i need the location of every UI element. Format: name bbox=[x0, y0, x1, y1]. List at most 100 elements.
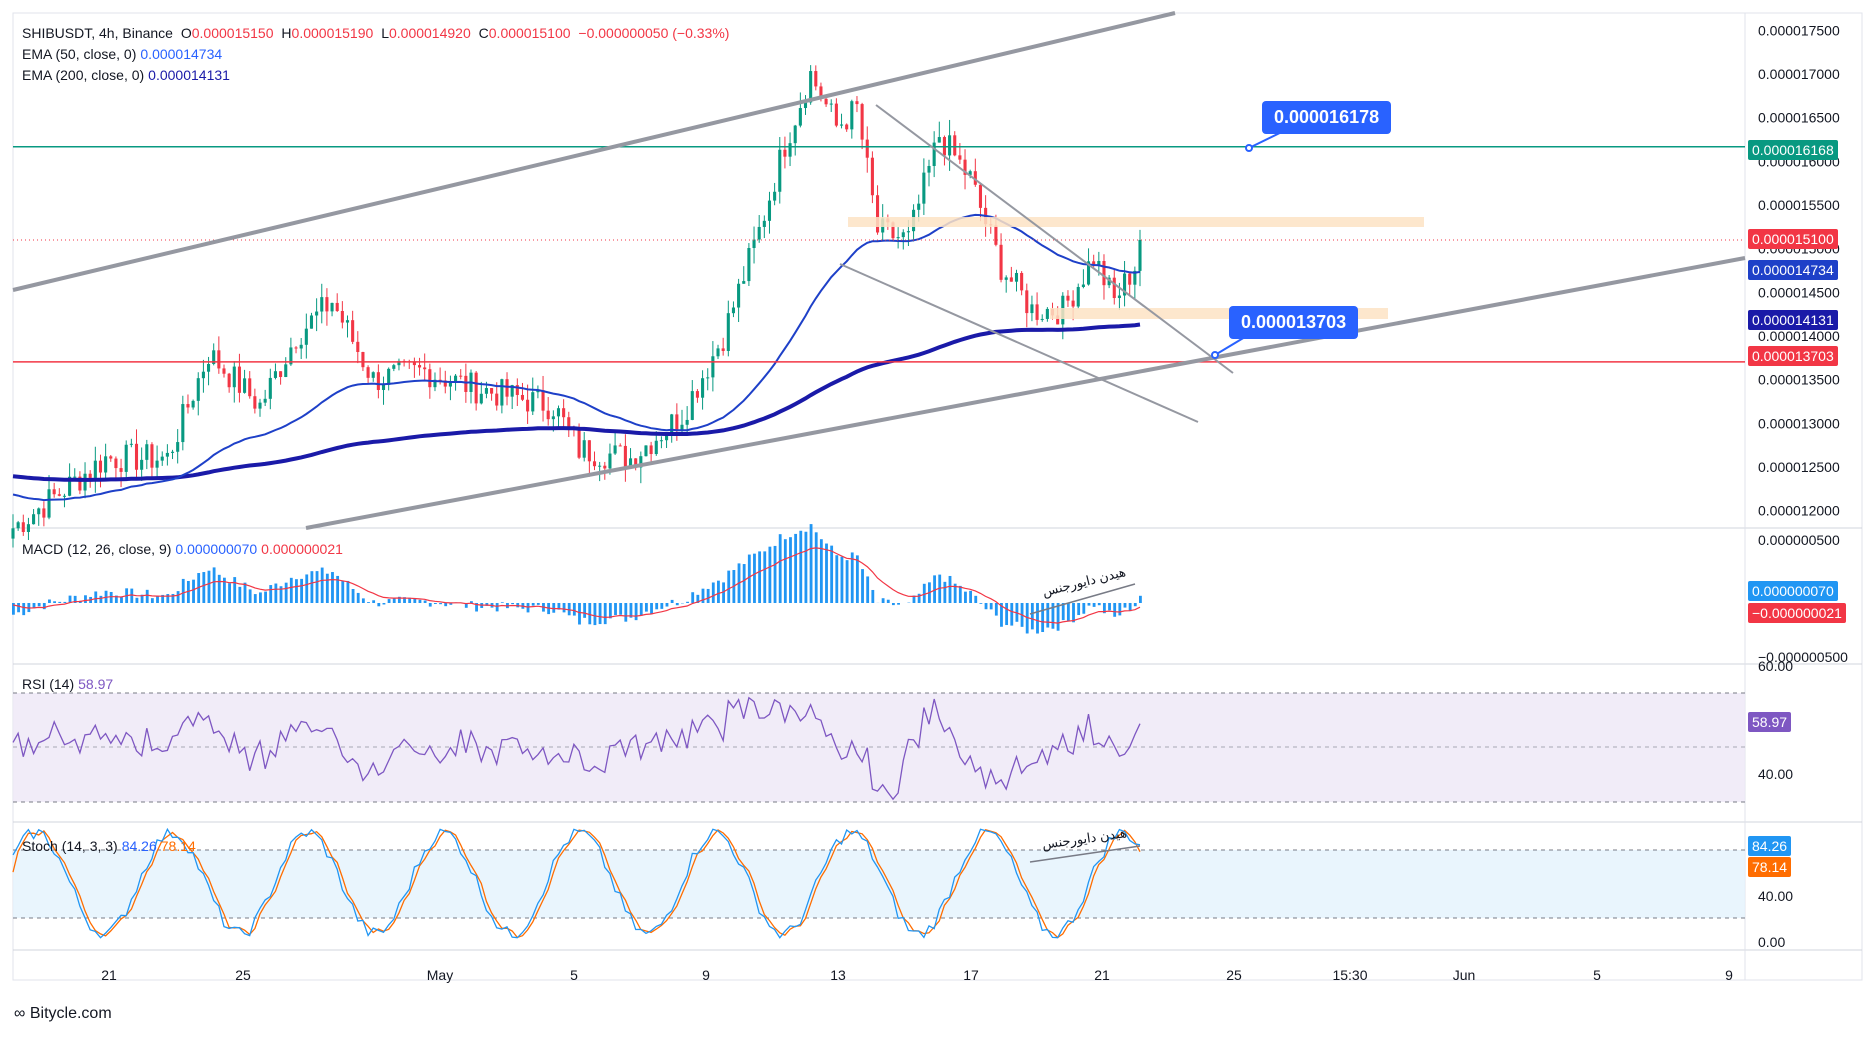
price-label-support: 0.000013703 bbox=[1748, 346, 1838, 366]
macd-histogram-bar bbox=[985, 603, 988, 609]
candle-body bbox=[1046, 309, 1049, 319]
price-tick-1: 0.000017000 bbox=[1758, 66, 1840, 82]
candle-body bbox=[619, 445, 622, 446]
candle-body bbox=[27, 524, 30, 532]
candle-body bbox=[737, 284, 740, 308]
time-tick-7: 21 bbox=[1094, 967, 1110, 983]
macd-histogram-bar bbox=[527, 603, 530, 612]
candle-body bbox=[505, 379, 508, 396]
time-tick-11: 5 bbox=[1593, 967, 1601, 983]
ema50-line bbox=[13, 215, 1140, 500]
candle-body bbox=[814, 71, 817, 86]
macd-histogram-bar bbox=[805, 532, 808, 603]
macd-histogram-bar bbox=[352, 589, 355, 603]
candle-body bbox=[73, 477, 76, 478]
candle-body bbox=[614, 445, 617, 453]
resistance-callout[interactable]: 0.000016178 bbox=[1262, 101, 1391, 134]
candle-body bbox=[994, 225, 997, 244]
candle-body bbox=[927, 166, 930, 173]
candle-body bbox=[907, 231, 910, 232]
macd-signal-axis-label: −0.000000021 bbox=[1748, 603, 1846, 623]
macd-histogram-bar bbox=[604, 603, 607, 624]
macd-histogram-bar bbox=[1072, 603, 1075, 622]
candle-body bbox=[1041, 319, 1044, 320]
candle-body bbox=[691, 391, 694, 420]
macd-histogram-bar bbox=[990, 603, 993, 609]
candle-body bbox=[413, 362, 416, 365]
macd-histogram-bar bbox=[372, 600, 375, 603]
candle-body bbox=[109, 456, 112, 458]
candle-body bbox=[94, 461, 97, 478]
candle-body bbox=[192, 401, 195, 408]
macd-histogram-bar bbox=[48, 599, 51, 603]
macd-histogram-bar bbox=[655, 603, 658, 609]
candle-body bbox=[1020, 273, 1023, 290]
macd-histogram-bar bbox=[249, 589, 252, 603]
candle-body bbox=[258, 403, 261, 409]
macd-histogram-bar bbox=[295, 579, 298, 603]
macd-histogram-bar bbox=[635, 603, 638, 620]
macd-histogram-bar bbox=[686, 602, 689, 603]
candle-body bbox=[392, 365, 395, 369]
candle-body bbox=[53, 489, 56, 494]
candle-body bbox=[598, 466, 601, 467]
macd-histogram-bar bbox=[866, 576, 869, 603]
macd-histogram-bar bbox=[341, 581, 344, 603]
macd-histogram-bar bbox=[964, 592, 967, 603]
candle-body bbox=[871, 158, 874, 196]
candle-body bbox=[825, 99, 828, 105]
candle-body bbox=[783, 150, 786, 157]
candle-body bbox=[948, 135, 951, 155]
low-value: 0.000014920 bbox=[389, 25, 471, 41]
macd-histogram-bar bbox=[1082, 603, 1085, 614]
candle-body bbox=[835, 104, 838, 126]
candle-body bbox=[1138, 240, 1141, 271]
ema50-value: 0.000014734 bbox=[140, 46, 222, 62]
macd-histogram-bar bbox=[218, 575, 221, 603]
close-label: C bbox=[479, 25, 489, 41]
candle-body bbox=[789, 143, 792, 157]
macd-histogram-bar bbox=[357, 593, 360, 603]
candle-body bbox=[902, 232, 905, 237]
candle-body bbox=[763, 221, 766, 227]
candle-body bbox=[11, 528, 14, 538]
low-label: L bbox=[381, 25, 389, 41]
support-callout[interactable]: 0.000013703 bbox=[1229, 306, 1358, 339]
candle-body bbox=[768, 201, 771, 221]
supply-zone bbox=[848, 217, 1424, 227]
macd-histogram-bar bbox=[1010, 603, 1013, 626]
candle-body bbox=[22, 522, 25, 532]
candle-body bbox=[716, 348, 719, 356]
candle-body bbox=[495, 394, 498, 406]
candle-body bbox=[1036, 304, 1039, 320]
stoch-d-value: 78.14 bbox=[161, 838, 196, 854]
macd-histogram-bar bbox=[846, 560, 849, 603]
candle-body bbox=[578, 429, 581, 457]
price-label-ema200: 0.000014131 bbox=[1748, 310, 1838, 330]
macd-histogram-bar bbox=[38, 603, 41, 606]
candle-body bbox=[418, 365, 421, 367]
candle-body bbox=[161, 457, 164, 461]
time-tick-12: 9 bbox=[1725, 967, 1733, 983]
macd-axis-label: 0.000000070 bbox=[1748, 581, 1838, 601]
candle-body bbox=[166, 453, 169, 457]
candle-body bbox=[156, 461, 159, 468]
candle-body bbox=[490, 388, 493, 394]
macd-histogram-bar bbox=[871, 590, 874, 603]
macd-histogram-bar bbox=[346, 581, 349, 603]
candle-body bbox=[1128, 274, 1131, 285]
price-tick-10: 0.000012500 bbox=[1758, 459, 1840, 475]
macd-histogram-bar bbox=[1067, 603, 1070, 621]
price-tick-6: 0.000014500 bbox=[1758, 284, 1840, 300]
macd-histogram-bar bbox=[707, 589, 710, 603]
rsi-tick-60: 60.00 bbox=[1758, 658, 1793, 674]
rsi-axis-label: 58.97 bbox=[1748, 712, 1791, 732]
candle-body bbox=[176, 442, 179, 452]
macd-histogram-bar bbox=[496, 603, 499, 611]
macd-histogram-bar bbox=[671, 600, 674, 603]
macd-histogram-bar bbox=[537, 603, 540, 605]
price-tick-4: 0.000015500 bbox=[1758, 197, 1840, 213]
